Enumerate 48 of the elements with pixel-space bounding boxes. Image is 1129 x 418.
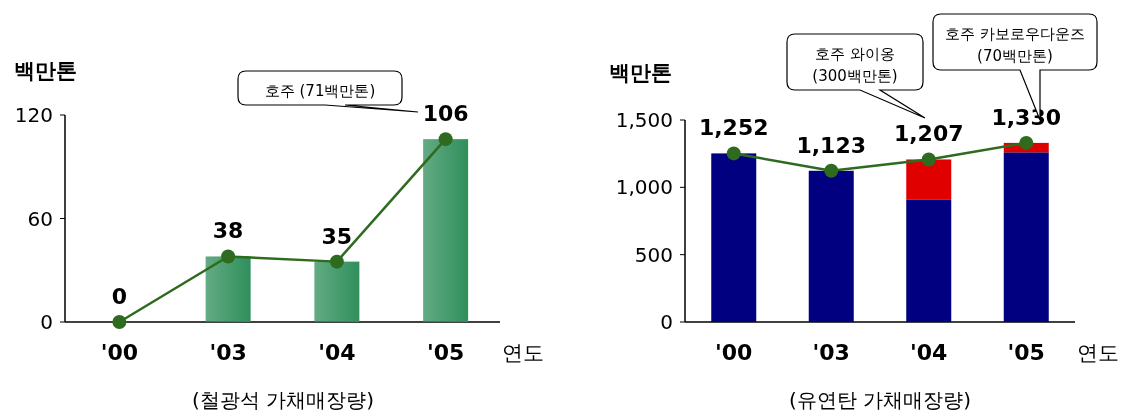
x-tick-label: '05 bbox=[426, 340, 465, 365]
y-tick-label: 60 bbox=[27, 206, 53, 231]
x-tick-label: '04 bbox=[318, 340, 356, 365]
bar bbox=[906, 199, 952, 322]
y-axis-title: 백만톤 bbox=[608, 61, 672, 85]
point bbox=[824, 163, 839, 178]
y-axis-title: 백만톤 bbox=[13, 59, 77, 83]
bar bbox=[423, 139, 469, 322]
data-label: 1,207 bbox=[893, 121, 964, 147]
y-tick-label: 0 bbox=[660, 310, 673, 334]
data-label: 1,330 bbox=[991, 104, 1062, 130]
x-tick-label: '05 bbox=[1007, 340, 1045, 365]
bar bbox=[808, 170, 854, 322]
text: 호주 와이옹 (300백만톤) bbox=[812, 45, 898, 85]
point bbox=[221, 249, 236, 264]
x-axis-title: 연도 bbox=[1077, 341, 1119, 365]
point bbox=[329, 254, 344, 269]
text: (철광석 가채매장량) bbox=[192, 388, 374, 412]
x-tick-label: '04 bbox=[910, 340, 948, 365]
x-tick-label: '03 bbox=[812, 340, 850, 365]
data-label: 1,123 bbox=[796, 132, 867, 158]
x-axis-title: 연도 bbox=[502, 341, 544, 365]
x-tick-label: '03 bbox=[209, 340, 247, 365]
point bbox=[438, 132, 453, 147]
text: (유연탄 가채매장량) bbox=[789, 388, 971, 412]
x-tick-label: '00 bbox=[100, 340, 139, 365]
data-label: 38 bbox=[212, 218, 244, 244]
x-tick-label: '00 bbox=[715, 340, 753, 365]
y-tick-label: 1,000 bbox=[615, 175, 673, 200]
bar bbox=[711, 153, 757, 322]
bar bbox=[205, 256, 251, 322]
point bbox=[921, 152, 936, 167]
data-label: 0 bbox=[111, 284, 128, 309]
point bbox=[112, 315, 127, 329]
data-label: 106 bbox=[422, 101, 469, 127]
y-tick-label: 120 bbox=[14, 103, 53, 127]
data-label: 35 bbox=[321, 223, 353, 249]
y-tick-label: 500 bbox=[634, 242, 673, 267]
point bbox=[726, 146, 741, 161]
bar bbox=[314, 261, 360, 322]
point bbox=[1019, 135, 1034, 150]
bar bbox=[906, 159, 952, 200]
y-tick-label: 1,500 bbox=[615, 108, 673, 132]
text: 호주 (71백만톤) bbox=[264, 82, 376, 100]
bar bbox=[1003, 152, 1049, 322]
text: 호주 카보로우다운즈 (70백만톤) bbox=[945, 25, 1085, 65]
data-label: 1,252 bbox=[698, 115, 769, 141]
y-tick-label: 0 bbox=[40, 310, 53, 334]
